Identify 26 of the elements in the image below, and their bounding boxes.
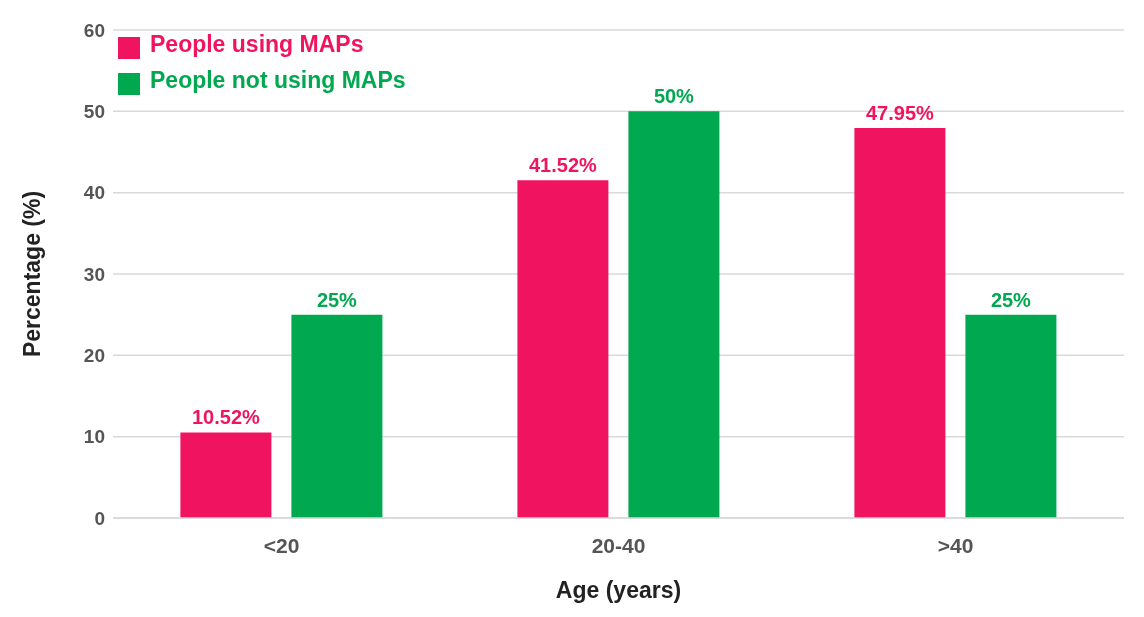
bar [854,128,946,518]
x-tick-label: 20-40 [591,533,646,557]
y-tick-label: 20 [83,345,105,367]
x-tick-label: >40 [937,533,974,557]
y-tick-label: 10 [83,426,105,448]
x-axis-title: Age (years) [555,577,682,603]
y-tick-label: 60 [83,19,105,41]
y-tick-label: 0 [94,507,105,529]
bar [965,314,1057,518]
data-label: 25% [990,288,1032,311]
y-tick-label: 40 [83,182,105,204]
bar [628,111,720,518]
y-tick-label: 50 [83,101,105,123]
data-label: 10.52% [191,406,261,429]
bar [291,314,383,518]
y-tick-label: 30 [83,263,105,285]
y-axis-title: Percentage (%) [19,190,46,358]
bar [180,432,272,518]
data-label: 50% [653,85,695,108]
data-label: 25% [316,288,358,311]
bar [517,180,609,518]
data-label: 47.95% [865,102,935,125]
legend-label: People using MAPs [150,31,364,57]
x-tick-label: <20 [263,533,300,557]
data-label: 41.52% [528,154,598,177]
legend-label: People not using MAPs [150,67,406,93]
